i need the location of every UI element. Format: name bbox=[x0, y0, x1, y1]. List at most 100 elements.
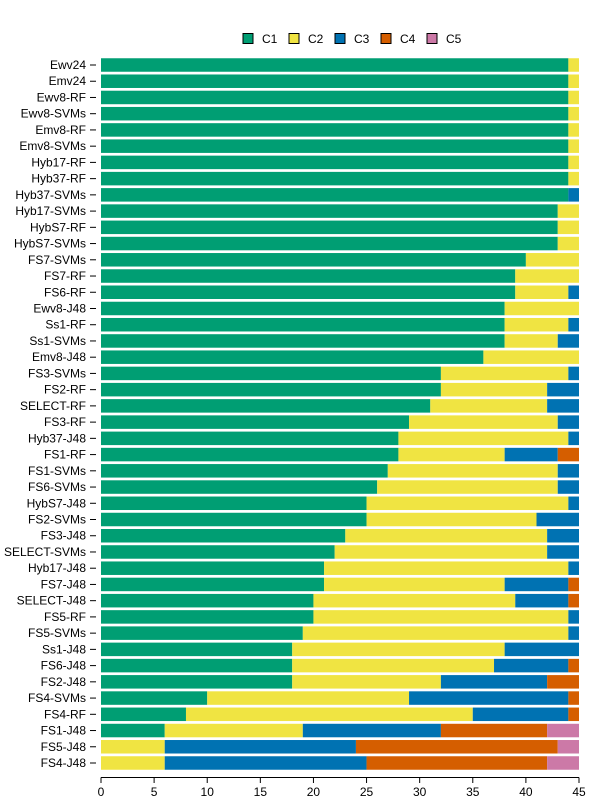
bar-segment-c3 bbox=[568, 610, 579, 624]
y-tick-label: HybS7-J48 bbox=[27, 496, 87, 510]
bar-segment-c2 bbox=[568, 106, 579, 121]
y-tick-label: FS1-RF bbox=[44, 448, 86, 462]
bar-segment-c3 bbox=[504, 577, 569, 592]
y-tick-label: FS7-RF bbox=[44, 269, 86, 283]
bar-segment-c1 bbox=[101, 545, 335, 559]
bar-segment-c2 bbox=[483, 350, 579, 364]
y-axis-labels: Ewv24 Emv24 Ewv8-RF Ewv8-SVMs Emv8-RF Emv8-SV… bbox=[4, 58, 96, 770]
bar-segment-c2 bbox=[313, 610, 569, 624]
bar-segment-c2 bbox=[430, 399, 548, 413]
bar-segment-c1 bbox=[101, 366, 441, 381]
y-tick-label: Ewv8-SVMs bbox=[21, 107, 86, 121]
y-tick-label: FS6-J48 bbox=[41, 659, 87, 673]
bar-segment-c2 bbox=[515, 269, 579, 283]
bar-segment-c2 bbox=[313, 593, 516, 608]
bar-segment-c2 bbox=[557, 204, 579, 218]
bar-segment-c1 bbox=[101, 269, 516, 283]
bar-segment-c3 bbox=[440, 675, 548, 689]
bars bbox=[101, 58, 579, 770]
bar-segment-c1 bbox=[101, 593, 314, 608]
bar-segment-c1 bbox=[101, 528, 346, 543]
bar-segment-c2 bbox=[324, 561, 569, 575]
bar-segment-c1 bbox=[101, 415, 410, 429]
bar-segment-c1 bbox=[101, 317, 505, 332]
bar-segment-c2 bbox=[568, 123, 579, 137]
bar-segment-c3 bbox=[568, 431, 579, 446]
y-tick-label: FS7-J48 bbox=[41, 577, 87, 591]
y-tick-label: Emv24 bbox=[49, 74, 87, 88]
y-tick-label: SELECT-SVMs bbox=[4, 545, 86, 559]
y-tick-label: Ss1-SVMs bbox=[29, 334, 86, 348]
y-tick-label: Hyb17-RF bbox=[31, 155, 86, 169]
y-tick-label: Hyb37-J48 bbox=[28, 431, 86, 445]
y-tick-label: FS4-RF bbox=[44, 707, 86, 721]
bar-segment-c3 bbox=[547, 399, 579, 413]
bar-segment-c3 bbox=[557, 334, 579, 348]
y-tick-label: FS1-SVMs bbox=[28, 464, 86, 478]
y-tick-label: FS6-SVMs bbox=[28, 480, 86, 494]
bar-segment-c2 bbox=[292, 675, 441, 689]
bar-segment-c3 bbox=[515, 593, 569, 608]
y-tick-label: FS3-RF bbox=[44, 415, 86, 429]
bar-segment-c3 bbox=[568, 188, 579, 202]
bar-segment-c2 bbox=[568, 139, 579, 153]
y-tick-label: FS5-SVMs bbox=[28, 626, 86, 640]
bar-segment-c2 bbox=[568, 90, 579, 105]
bar-segment-c5 bbox=[547, 723, 579, 738]
bar-segment-c1 bbox=[101, 155, 569, 170]
bar-segment-c2 bbox=[568, 155, 579, 170]
bar-segment-c4 bbox=[440, 723, 548, 738]
bar-segment-c2 bbox=[557, 220, 579, 235]
y-tick-label: Hyb17-SVMs bbox=[15, 204, 86, 218]
y-tick-label: Emv8-J48 bbox=[32, 350, 86, 364]
bar-segment-c1 bbox=[101, 626, 303, 640]
bar-segment-c3 bbox=[568, 496, 579, 511]
bar-segment-c2 bbox=[504, 301, 579, 316]
x-tick-label: 35 bbox=[466, 785, 480, 799]
x-tick-label: 5 bbox=[151, 785, 158, 799]
bar-segment-c3 bbox=[547, 528, 579, 543]
x-tick-label: 10 bbox=[201, 785, 215, 799]
bar-segment-c2 bbox=[525, 253, 579, 267]
bar-segment-c3 bbox=[302, 723, 441, 738]
bar-segment-c3 bbox=[164, 756, 367, 770]
bar-segment-c3 bbox=[568, 561, 579, 575]
bar-segment-c1 bbox=[101, 236, 558, 251]
bar-segment-c2 bbox=[292, 642, 505, 657]
bar-segment-c2 bbox=[398, 447, 505, 462]
bar-segment-c1 bbox=[101, 220, 558, 235]
bar-segment-c1 bbox=[101, 74, 569, 88]
bar-segment-c2 bbox=[334, 545, 548, 559]
x-axis: 0 5 10 15 20 25 30 35 40 45 bbox=[98, 777, 586, 799]
bar-segment-c2 bbox=[440, 382, 548, 397]
bar-segment-c1 bbox=[101, 350, 484, 364]
bar-segment-c2 bbox=[101, 740, 165, 754]
x-tick-label: 0 bbox=[98, 785, 105, 799]
bar-segment-c3 bbox=[504, 447, 558, 462]
bar-segment-c3 bbox=[504, 642, 579, 657]
y-tick-label: FS1-J48 bbox=[41, 724, 87, 738]
x-tick-label: 25 bbox=[360, 785, 374, 799]
bar-segment-c3 bbox=[557, 464, 579, 478]
bar-segment-c2 bbox=[366, 512, 537, 527]
y-tick-label: FS4-SVMs bbox=[28, 691, 86, 705]
bar-segment-c1 bbox=[101, 171, 569, 186]
bar-segment-c2 bbox=[302, 626, 569, 640]
bar-segment-c1 bbox=[101, 691, 208, 705]
bar-segment-c3 bbox=[536, 512, 579, 527]
legend-label: C4 bbox=[400, 32, 416, 46]
bar-segment-c3 bbox=[568, 366, 579, 381]
bar-segment-c2 bbox=[164, 723, 303, 738]
bar-segment-c1 bbox=[101, 253, 526, 267]
bar-segment-c4 bbox=[557, 447, 579, 462]
bar-segment-c1 bbox=[101, 561, 325, 575]
y-tick-label: Ss1-J48 bbox=[42, 642, 86, 656]
bar-segment-c2 bbox=[568, 74, 579, 88]
bar-segment-c1 bbox=[101, 382, 441, 397]
bar-segment-c3 bbox=[494, 658, 569, 673]
bar-segment-c1 bbox=[101, 447, 399, 462]
bar-segment-c1 bbox=[101, 123, 569, 137]
bar-segment-c2 bbox=[568, 171, 579, 186]
bar-segment-c1 bbox=[101, 285, 516, 300]
